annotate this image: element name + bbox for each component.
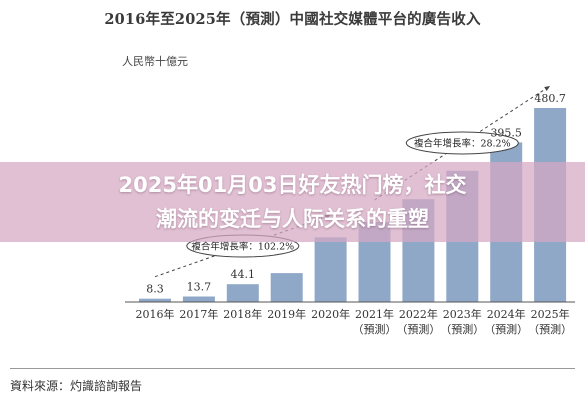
x-tick-label-9: 2025年 (531, 307, 570, 321)
x-tick-label-1: 2017年 (179, 307, 218, 321)
cagr-label-1: 複合年增長率：28.2% (414, 138, 511, 150)
cagr-line-0 (154, 214, 331, 278)
value-label-9: 480.7 (534, 92, 566, 105)
x-tick-label-4: 2020年 (311, 307, 350, 321)
source-divider (10, 368, 575, 369)
cagr-label-0: 複合年增長率：102.2% (191, 241, 294, 253)
headline-banner (0, 162, 585, 242)
x-tick-label-6: 2022年 (399, 307, 438, 321)
cagr-bubble-1 (405, 131, 519, 155)
bar-4 (314, 237, 347, 302)
x-tick-label-3: 2019年 (267, 307, 306, 321)
x-tick-label-7: 2023年 (443, 307, 482, 321)
unit-label: 人民幣十億元 (122, 55, 188, 68)
x-tick-label-0: 2016年 (136, 307, 175, 321)
x-tick-label-5: 2021年 (355, 307, 394, 321)
x-tick-note-6: （預測） (396, 322, 440, 336)
bar-1 (182, 296, 215, 302)
headline-line-1: 2025年01月03日好友热门榜，社交 (118, 173, 467, 197)
x-tick-note-7: （預測） (440, 322, 484, 336)
x-tick-note-5: （預測） (353, 322, 397, 336)
value-label-2: 44.1 (231, 268, 256, 281)
x-tick-label-2: 2018年 (223, 307, 262, 321)
cagr-arrow-1 (544, 86, 551, 91)
source-note: 資料來源：灼識諮詢報告 (10, 379, 143, 393)
value-label-0: 8.3 (146, 283, 164, 296)
bar-2 (226, 284, 259, 302)
headline-text: 2025年01月03日好友热门榜，社交 潮流的变迁与人际关系的重塑 (0, 168, 585, 236)
x-tick-note-8: （預測） (484, 322, 528, 336)
x-tick-label-8: 2024年 (487, 307, 526, 321)
bar-0 (139, 298, 171, 302)
chart-title: 2016年至2025年（預測）中國社交媒體平台的廣告收入 (104, 11, 481, 28)
value-label-1: 13.7 (187, 281, 212, 294)
bar-3 (270, 273, 303, 302)
headline-line-2: 潮流的变迁与人际关系的重塑 (156, 207, 429, 231)
x-tick-note-9: （預測） (528, 322, 572, 336)
value-label-8: 395.5 (490, 126, 522, 139)
